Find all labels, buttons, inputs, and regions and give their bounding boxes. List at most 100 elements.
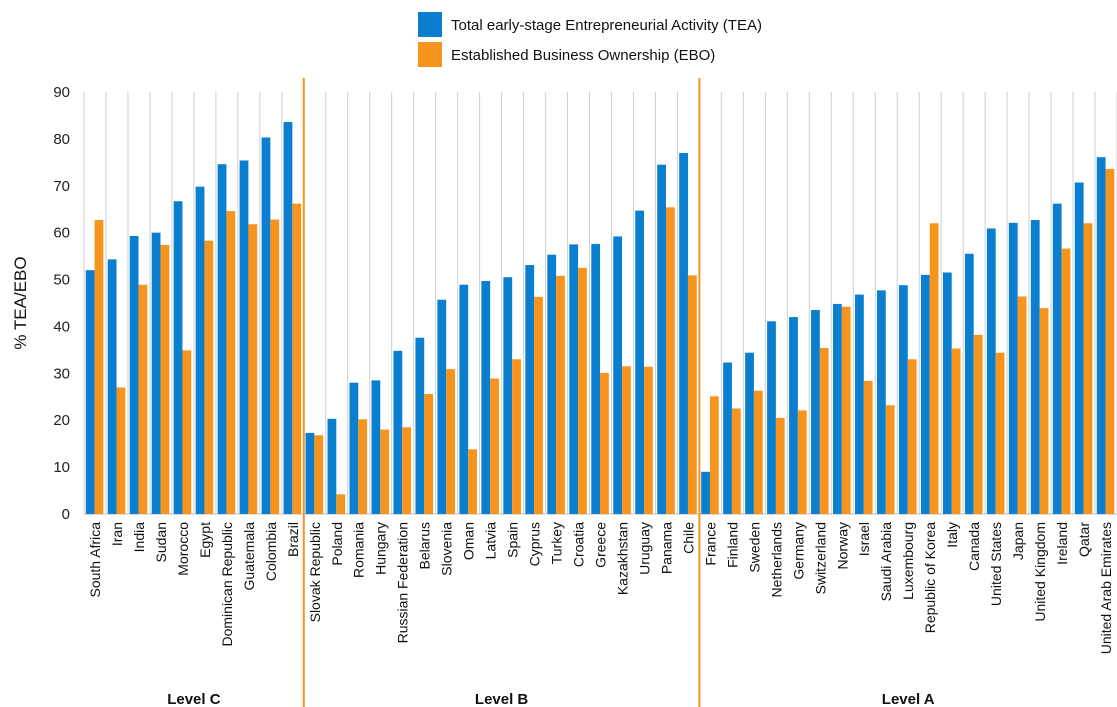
bar-ebo (709, 396, 719, 514)
x-tick-label: Slovak Republic (307, 522, 323, 622)
x-tick-label: Cyprus (527, 522, 543, 566)
group-labels: Level C Level B Level A (167, 691, 935, 707)
bar-ebo (622, 366, 631, 514)
bar-ebo (863, 380, 873, 514)
bar-tea (833, 303, 842, 514)
x-tick-label: Romania (351, 522, 367, 578)
bar-ebo (116, 387, 126, 514)
bar-tea (173, 201, 183, 515)
bar-tea (1074, 182, 1084, 515)
bar-tea (876, 290, 886, 514)
bar-ebo (292, 203, 302, 514)
bar-tea (437, 299, 447, 514)
x-tick-label: Oman (461, 522, 477, 560)
bar-ebo (182, 350, 192, 514)
x-tick-label: Brazil (285, 522, 301, 557)
bar-ebo (951, 348, 961, 514)
y-tick-label: 0 (62, 506, 70, 523)
bar-tea (151, 232, 161, 514)
bar-tea (986, 228, 996, 515)
y-tick-label: 40 (53, 318, 70, 335)
legend: Total early-stage Entrepreneurial Activi… (418, 12, 762, 67)
bar-tea (789, 317, 798, 514)
bar-tea (85, 270, 95, 514)
bar-tea (239, 160, 249, 515)
y-tick-label: 20 (53, 412, 70, 429)
bar-ebo (204, 240, 214, 515)
bar-ebo (1061, 248, 1071, 514)
bar-ebo (512, 359, 521, 514)
x-tick-label: Latvia (483, 522, 499, 560)
bar-ebo (731, 408, 741, 514)
bar-tea (1030, 220, 1040, 515)
bar-tea (811, 310, 820, 514)
x-axis-labels: South Africa Iran India Sudan Morocco Egypt Do… (87, 522, 1114, 655)
x-tick-label: Uruguay (636, 522, 652, 575)
bar-ebo (534, 296, 543, 514)
x-tick-label: Italy (944, 522, 960, 548)
bar-ebo (841, 306, 851, 514)
bar-tea (415, 337, 425, 514)
bar-ebo (94, 220, 104, 515)
x-tick-label: Kazakhstan (614, 522, 630, 595)
bar-ebo (468, 449, 477, 514)
bar-ebo (380, 429, 390, 514)
bar-ebo (336, 494, 346, 514)
bar-ebo (138, 284, 148, 514)
x-tick-label: Norway (834, 522, 850, 569)
x-tick-label: Croatia (571, 522, 587, 567)
bar-ebo (270, 219, 280, 514)
bar-tea (349, 382, 359, 514)
x-tick-label: Sweden (746, 522, 762, 573)
bar-tea (920, 274, 930, 514)
y-axis-title: % TEA/EBO (11, 256, 30, 349)
bar-ebo (973, 334, 983, 514)
bar-tea (723, 362, 732, 514)
bar-tea (107, 259, 117, 514)
legend-swatch-tea (418, 12, 442, 37)
bar-tea (942, 272, 952, 514)
x-tick-label: India (131, 522, 147, 553)
x-tick-label: Republic of Korea (922, 522, 938, 634)
x-tick-label: Panama (658, 522, 674, 574)
x-tick-label: Slovenia (439, 522, 455, 576)
bar-tea (679, 152, 688, 514)
bar-tea (305, 432, 315, 514)
bar-tea (635, 210, 645, 514)
bar-tea (569, 244, 579, 514)
bar-tea (525, 265, 535, 514)
x-tick-label: Sudan (153, 522, 169, 562)
legend-swatch-ebo (418, 42, 442, 67)
x-tick-label: South Africa (87, 522, 103, 598)
y-tick-label: 80 (53, 131, 70, 148)
bar-ebo (446, 369, 456, 514)
x-tick-label: Egypt (197, 522, 213, 558)
bar-tea (701, 471, 710, 514)
x-tick-label: Chile (680, 522, 696, 554)
x-tick-label: Netherlands (768, 522, 784, 598)
x-tick-label: Colombia (263, 522, 279, 581)
bar-tea (855, 294, 864, 514)
bar-tea (327, 418, 337, 514)
bar-ebo (687, 275, 697, 514)
bar-tea (217, 164, 227, 514)
bar-tea (283, 122, 293, 515)
bar-tea (261, 137, 271, 514)
bar-ebo (1105, 168, 1115, 515)
x-tick-label: France (702, 522, 718, 566)
bar-ebo (358, 419, 368, 514)
bar-ebo (885, 405, 895, 514)
x-tick-label: Spain (505, 522, 521, 558)
y-tick-label: 30 (53, 365, 70, 382)
y-tick-label: 70 (53, 178, 70, 195)
x-tick-label: Dominican Republic (219, 522, 235, 647)
y-tick-label: 90 (53, 84, 70, 101)
bar-ebo (644, 366, 653, 514)
bar-ebo (819, 348, 829, 514)
grid-layer (83, 92, 1117, 515)
bars (85, 122, 1115, 515)
bar-tea (591, 243, 601, 515)
x-tick-label: Ireland (1054, 522, 1070, 565)
